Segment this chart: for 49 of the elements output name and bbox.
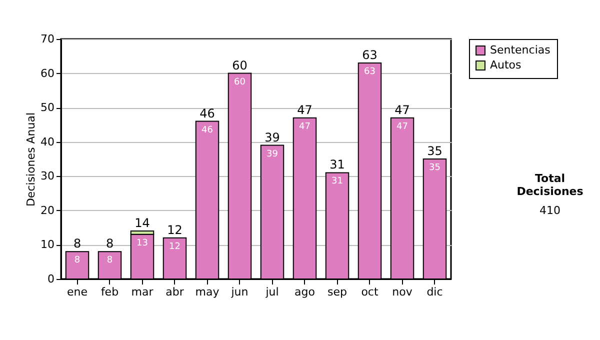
y-tick-label: 40	[40, 135, 54, 148]
x-tick-label: abr	[166, 286, 184, 298]
data-label: 60	[234, 77, 246, 88]
x-tick-label: may	[195, 286, 220, 298]
total-label: 31	[330, 158, 345, 172]
x-tick-label: mar	[131, 286, 154, 298]
data-label: 8	[106, 256, 113, 266]
x-tick-label: oct	[361, 286, 379, 298]
total-label: 60	[232, 58, 248, 72]
data-label: 31	[332, 176, 343, 187]
y-tick-label: 50	[40, 101, 54, 114]
total-label: 39	[264, 130, 280, 144]
data-label: 39	[266, 149, 278, 160]
x-tick-label: ago	[294, 286, 316, 298]
y-tick-label: 20	[40, 204, 54, 217]
x-tick-label: dic	[426, 286, 443, 298]
total-label: 35	[427, 144, 442, 158]
x-tick-label: sep	[328, 286, 348, 298]
text: 410	[538, 204, 562, 217]
x-tick-label: jul	[264, 286, 279, 298]
legend-label: Autos	[490, 58, 522, 72]
data-label: 47	[396, 122, 408, 132]
total-label: 8	[106, 236, 114, 251]
y-tick-label: 70	[40, 32, 54, 46]
data-label: 12	[169, 242, 180, 252]
data-label: 47	[299, 122, 310, 132]
data-label: 13	[136, 238, 148, 248]
total-label: 47	[297, 102, 312, 117]
data-label: 35	[429, 163, 440, 173]
total-label: 8	[73, 236, 82, 251]
total-label: 12	[167, 222, 182, 237]
y-axis-title: Decisiones Anual	[24, 112, 38, 207]
y-tick-label: 30	[40, 170, 54, 183]
total-label: 14	[134, 216, 150, 230]
x-tick-label: nov	[392, 286, 413, 298]
x-tick-label: feb	[100, 286, 119, 298]
data-label: 8	[74, 256, 80, 266]
data-label: 63	[364, 67, 376, 77]
x-tick-label: ene	[66, 286, 88, 298]
total-label: 46	[200, 106, 215, 120]
total-label: 47	[394, 102, 410, 117]
y-tick-label: 60	[40, 66, 54, 80]
data-label: 46	[202, 125, 214, 136]
total-label: 63	[362, 48, 378, 62]
legend-label: Sentencias	[490, 44, 551, 56]
y-tick-label: 0	[48, 272, 54, 286]
text: Total Decisiones	[516, 172, 584, 198]
y-tick-label: 10	[40, 238, 54, 252]
x-tick-label: jun	[230, 286, 248, 298]
